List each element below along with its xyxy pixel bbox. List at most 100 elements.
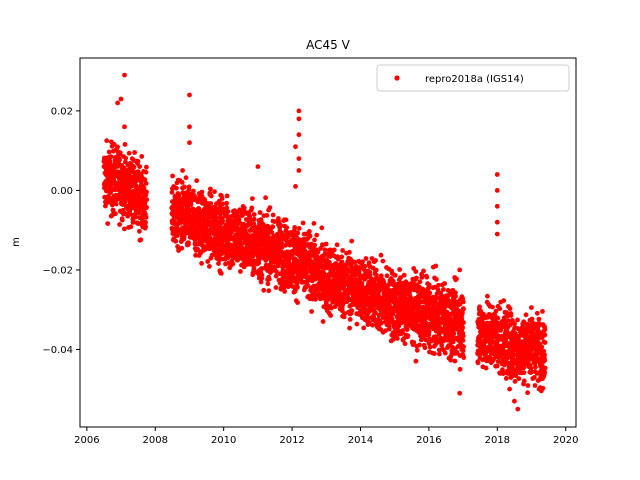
data-point	[396, 323, 402, 329]
data-point	[105, 221, 111, 227]
data-point	[402, 341, 408, 347]
data-point	[170, 173, 176, 179]
data-point	[413, 358, 419, 364]
data-point	[230, 261, 236, 267]
data-point	[437, 351, 442, 357]
data-point	[238, 269, 243, 274]
data-point	[113, 211, 118, 217]
data-point	[493, 329, 499, 335]
data-point	[123, 155, 128, 161]
data-point	[249, 205, 255, 211]
data-point	[224, 205, 230, 211]
data-point	[122, 72, 127, 78]
data-point	[143, 224, 149, 230]
data-point	[307, 233, 313, 239]
y-axis: 0.02 0.00 −0.02 −0.04	[42, 106, 80, 356]
data-point	[187, 140, 192, 146]
legend: repro2018a (IGS14)	[376, 64, 570, 92]
data-point	[494, 203, 500, 209]
data-point	[434, 300, 439, 306]
data-point	[293, 144, 298, 150]
data-point	[540, 385, 546, 391]
data-point	[187, 92, 192, 98]
data-point	[285, 235, 290, 241]
data-point	[180, 168, 186, 173]
x-tick-label: 2020	[553, 435, 578, 446]
data-point	[494, 219, 500, 225]
data-point	[302, 248, 308, 254]
data-point	[224, 200, 230, 206]
data-point	[143, 181, 149, 186]
data-point	[442, 350, 448, 356]
data-point	[540, 309, 545, 314]
data-point	[182, 184, 187, 190]
data-point	[542, 357, 548, 363]
data-point	[122, 124, 127, 130]
data-point	[390, 278, 396, 284]
data-point	[293, 184, 298, 189]
x-tick-label: 2012	[279, 435, 304, 446]
data-point	[122, 210, 128, 216]
data-point	[460, 299, 466, 305]
data-point	[423, 337, 429, 343]
data-point	[300, 220, 306, 226]
data-point	[143, 220, 149, 225]
data-point	[542, 352, 547, 358]
data-point	[411, 340, 417, 345]
data-point	[501, 298, 507, 303]
data-point	[307, 229, 312, 234]
data-point	[436, 282, 441, 288]
data-point	[485, 293, 490, 299]
data-point	[251, 265, 257, 271]
data-point	[508, 322, 513, 327]
data-point	[323, 241, 329, 247]
data-point	[400, 328, 406, 333]
data-point	[534, 310, 540, 316]
data-point	[335, 256, 341, 262]
data-point	[413, 269, 419, 274]
data-point	[460, 325, 465, 330]
data-point	[320, 319, 326, 324]
data-point	[493, 308, 499, 314]
data-point	[212, 189, 217, 195]
data-point	[144, 189, 149, 195]
chart-title: AC45 V	[306, 38, 350, 52]
data-point	[267, 205, 273, 211]
data-point	[366, 315, 371, 321]
data-point	[122, 142, 128, 147]
data-point	[521, 365, 527, 371]
data-point	[354, 321, 360, 327]
data-point	[414, 347, 420, 353]
legend-box	[376, 64, 570, 92]
data-point	[536, 316, 542, 322]
x-tick-label: 2006	[74, 435, 99, 446]
data-point	[373, 310, 378, 316]
data-point	[311, 221, 317, 226]
data-point	[296, 108, 302, 114]
data-point	[397, 267, 402, 272]
data-point	[314, 232, 320, 238]
data-point	[448, 357, 454, 363]
data-point	[218, 271, 224, 276]
data-point	[119, 217, 125, 223]
data-point	[426, 282, 432, 288]
data-point	[313, 296, 318, 302]
data-point	[255, 164, 261, 170]
data-point	[483, 365, 489, 371]
data-point	[512, 379, 518, 384]
data-point	[275, 231, 280, 237]
data-point	[173, 238, 179, 244]
data-point	[525, 390, 530, 396]
data-point	[456, 308, 462, 314]
data-point	[523, 312, 529, 318]
data-point	[331, 247, 337, 253]
data-point	[132, 150, 138, 155]
data-point	[339, 254, 345, 260]
data-point	[117, 157, 122, 163]
data-point	[279, 240, 284, 246]
data-point	[492, 312, 498, 318]
data-point	[401, 336, 407, 341]
data-point	[330, 299, 336, 305]
data-point	[319, 225, 325, 231]
data-point	[295, 284, 300, 290]
